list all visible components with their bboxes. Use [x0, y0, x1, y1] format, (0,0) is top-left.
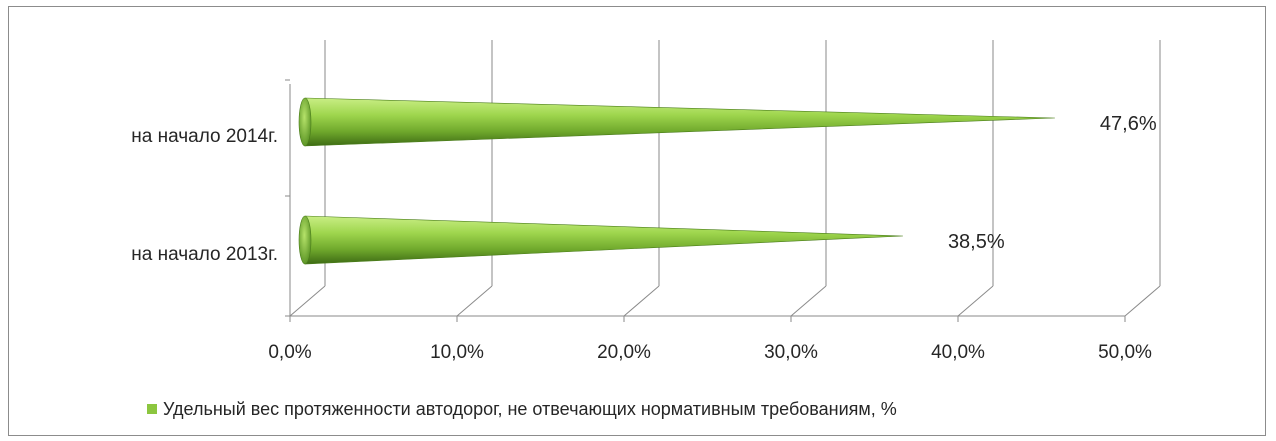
- x-tick-label: 20,0%: [597, 342, 651, 363]
- x-tick-label: 0,0%: [268, 342, 311, 363]
- legend: Удельный вес протяженности автодорог, не…: [147, 399, 897, 419]
- floor-gridline: [289, 285, 326, 317]
- x-tick-label: 50,0%: [1098, 342, 1152, 363]
- floor-gridline: [1124, 285, 1161, 317]
- legend-label: Удельный вес протяженности автодорог, не…: [163, 399, 897, 419]
- chart-frame: [8, 6, 1266, 436]
- x-tick-label: 40,0%: [931, 342, 985, 363]
- cone-base: [298, 215, 312, 265]
- grid-layer: [285, 40, 1161, 322]
- cone-base: [298, 97, 312, 147]
- x-tick-label: 30,0%: [764, 342, 818, 363]
- category-label: на начало 2014г.: [131, 126, 278, 147]
- cone-bar: [304, 215, 903, 265]
- floor-gridline: [957, 285, 994, 317]
- bar-layer: [298, 97, 1055, 265]
- category-label: на начало 2013г.: [131, 244, 278, 265]
- floor-gridline: [790, 285, 827, 317]
- cone-bar: [304, 97, 1055, 147]
- x-tick-label: 10,0%: [430, 342, 484, 363]
- floor-gridline: [623, 285, 660, 317]
- legend-marker: [147, 404, 157, 414]
- label-layer: 0,0% 10,0% 20,0% 30,0% 40,0% 50,0% на начало 2…: [131, 113, 1157, 363]
- floor-gridline: [456, 285, 493, 317]
- data-label: 47,6%: [1100, 113, 1157, 135]
- data-label: 38,5%: [948, 231, 1005, 253]
